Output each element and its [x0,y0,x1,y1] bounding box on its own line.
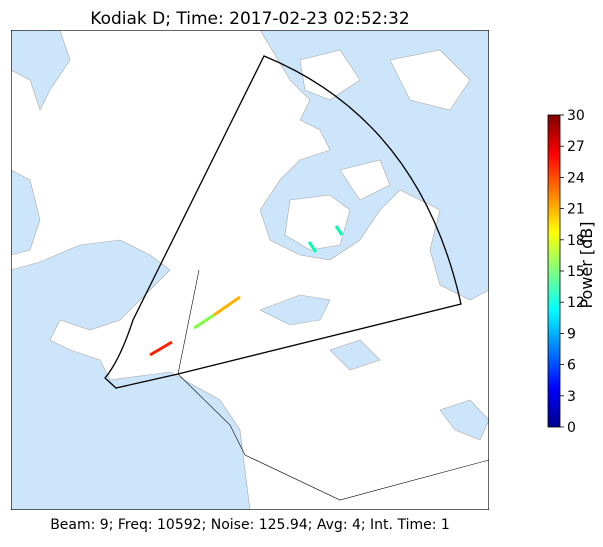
islands [284,49,471,251]
colorbar-tick-label: 15 [567,264,585,280]
colorbar-tick-label: 24 [567,170,585,186]
colorbar-tick-label: 0 [567,420,576,436]
colorbar-tick-label: 21 [567,202,585,218]
beam-and-border [177,269,489,501]
colorbar-label: Power [dB] [577,221,596,308]
echoes [149,225,344,357]
colorbar-tick-label: 12 [567,295,585,311]
colorbar-tick-label: 30 [567,108,585,124]
colorbar-tick-label: 3 [567,389,576,405]
colorbar [547,114,561,428]
map [11,30,489,510]
radar-fov [104,55,462,389]
colorbar-tick-label: 18 [567,233,585,249]
colorbar-tick-label: 27 [567,139,585,155]
map-title: Kodiak D; Time: 2017-02-23 02:52:32 [90,9,409,29]
colorbar-tick-label: 9 [567,326,576,342]
colorbar-tick-label: 6 [567,358,576,374]
footer: Beam: 9; Freq: 10592; Noise: 125.94; Avg… [50,517,450,533]
